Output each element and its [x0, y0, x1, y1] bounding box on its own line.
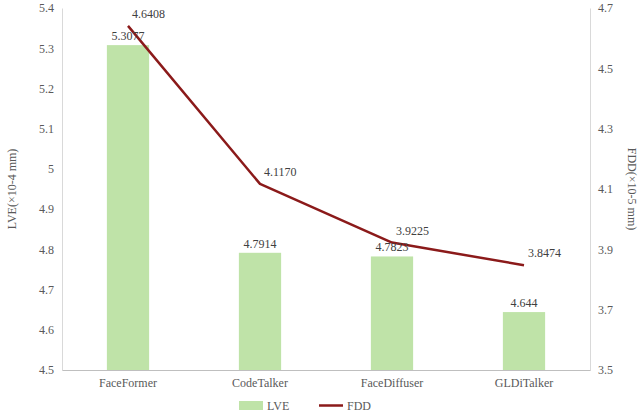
legend-swatch: [319, 404, 343, 407]
tick: 4.5: [39, 363, 62, 377]
y-axis: 4.5 4.6 4.7 4.8 4.9 5 5.1 5.2 5.3 5.4: [39, 1, 63, 377]
axis-line: [62, 9, 63, 371]
tick-label: 4.1: [598, 182, 613, 196]
legend-item: LVE: [239, 399, 289, 413]
bar: [107, 45, 149, 370]
tick: 3.5: [590, 363, 613, 377]
tick: 5.4: [39, 1, 62, 15]
tick: FaceFormer: [99, 370, 157, 390]
tick: 4.1: [590, 182, 613, 196]
legend-label: LVE: [267, 399, 289, 413]
tick-label: 4.3: [598, 122, 613, 136]
axis-line: [63, 370, 591, 371]
tick-label: 5.2: [39, 82, 54, 96]
tick: 4.6: [39, 323, 62, 337]
tick-label: 5.3: [39, 42, 54, 56]
tick: 3.9: [590, 243, 613, 257]
tick-label: 3.5: [598, 363, 613, 377]
tick-label: 5.4: [39, 1, 54, 15]
x-axis: FaceFormer CodeTalker FaceDiffuser GLDiTalk…: [63, 370, 591, 390]
bar: [371, 256, 413, 370]
tick: GLDiTalker: [495, 370, 553, 390]
line: [128, 26, 524, 265]
tick-label: 3.9: [598, 243, 613, 257]
tick-label: GLDiTalker: [495, 376, 553, 390]
data-label: 4.7914: [244, 237, 277, 251]
y2-axis-title: FDD(×10-5 mm): [625, 148, 638, 230]
axis-line: [590, 9, 591, 371]
tick-label: 4.7: [598, 1, 613, 15]
tick: 4.9: [39, 202, 62, 216]
data-label: 4.7823: [376, 240, 409, 254]
tick-label: 5: [48, 162, 54, 176]
tick: 4.3: [590, 122, 613, 136]
legend: LVE FDD: [239, 399, 371, 413]
tick: CodeTalker: [232, 370, 288, 390]
data-label: 4.1170: [264, 165, 297, 179]
y2-axis: 3.5 3.7 3.9 4.1 4.3 4.5 4.7: [590, 1, 613, 377]
data-label: 5.3077: [112, 29, 145, 43]
plot-area: 4.5 4.6 4.7 4.8 4.9 5 5.1 5.2 5.3 5.4 3.5 3.7 3.9 4.1…: [39, 1, 613, 389]
marks: [107, 26, 545, 370]
data-labels: 5.3077 4.7914 4.7823 4.644 4.6408 4.1170 3.922…: [112, 7, 562, 310]
tick: 3.7: [590, 303, 613, 317]
data-label: 4.6408: [132, 7, 165, 21]
tick-label: 4.6: [39, 323, 54, 337]
data-label: 3.8474: [528, 246, 561, 260]
tick-label: 4.8: [39, 243, 54, 257]
tick-label: 4.7: [39, 283, 54, 297]
tick-label: 4.9: [39, 202, 54, 216]
tick-label: CodeTalker: [232, 376, 288, 390]
tick: 4.5: [590, 62, 613, 76]
legend-label: FDD: [347, 399, 371, 413]
tick-label: 5.1: [39, 122, 54, 136]
tick: 4.8: [39, 243, 62, 257]
chart: 4.5 4.6 4.7 4.8 4.9 5 5.1 5.2 5.3 5.4 3.5 3.7 3.9 4.1…: [0, 0, 638, 420]
tick-label: FaceFormer: [99, 376, 157, 390]
data-label: 4.644: [511, 296, 538, 310]
legend-swatch: [239, 401, 263, 410]
y-axis-title: LVE(×10-4 mm): [5, 149, 19, 230]
tick: 4.7: [590, 1, 613, 15]
tick: 5: [48, 162, 62, 176]
tick: 5.3: [39, 42, 62, 56]
tick-label: 3.7: [598, 303, 613, 317]
tick: 5.1: [39, 122, 62, 136]
tick: 5.2: [39, 82, 62, 96]
data-label: 3.9225: [396, 224, 429, 238]
tick: FaceDiffuser: [361, 370, 423, 390]
bar: [239, 253, 281, 370]
tick-label: 4.5: [39, 363, 54, 377]
tick-label: 4.5: [598, 62, 613, 76]
tick: 4.7: [39, 283, 62, 297]
legend-item: FDD: [319, 399, 371, 413]
tick-label: FaceDiffuser: [361, 376, 423, 390]
bar: [503, 312, 545, 370]
